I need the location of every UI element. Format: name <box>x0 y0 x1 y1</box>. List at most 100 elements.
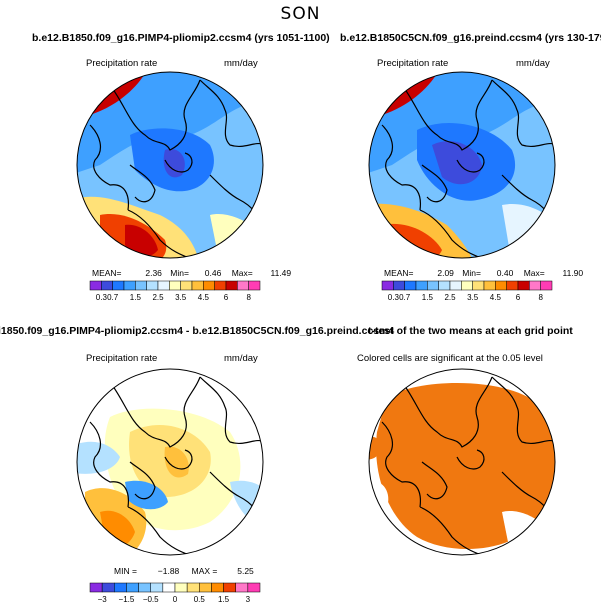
coastline-4 <box>127 506 196 555</box>
mean-value: 2.36 <box>145 268 162 278</box>
colorbar-tick-label: −1.5 <box>119 595 135 604</box>
colorbar-cell <box>123 280 136 291</box>
colorbar-tick-label: 8 <box>246 293 251 302</box>
min-value: 0.46 <box>204 268 222 278</box>
colorbar-cell <box>101 280 113 291</box>
mean-value: 2.09 <box>437 268 454 278</box>
colorbar-tick-label: 2.5 <box>152 293 164 302</box>
coastline-1 <box>109 376 201 448</box>
colorbar-cell <box>211 582 224 593</box>
significant-region-west <box>369 436 381 460</box>
field-region-greenland-dry <box>125 480 168 510</box>
colorbar-cell <box>174 582 188 593</box>
panel-3-variable: Precipitation rate <box>86 353 158 364</box>
colorbar-tick-label: 0.7 <box>107 293 119 302</box>
colorbar-cell <box>203 280 215 291</box>
colorbar-cell <box>150 582 164 593</box>
colorbar-cell <box>247 582 261 593</box>
colorbar-cell <box>169 280 181 291</box>
panel-3-title: i1850.f09_g16.PIMP4-pliomip2.ccsm4 - b.e… <box>0 325 395 337</box>
colorbar-tick-label: 3 <box>246 595 251 604</box>
colorbar-tick-label: −3 <box>98 595 108 604</box>
max-value: 11.49 <box>270 268 292 278</box>
max-value: 11.90 <box>562 268 584 278</box>
colorbar-cell <box>540 280 553 291</box>
panel-1-title: b.e12.B1850.f09_g16.PIMP4-pliomip2.ccsm4… <box>32 32 330 44</box>
colorbar-cell <box>415 280 428 291</box>
colorbar-tick-label: 4.5 <box>490 293 502 302</box>
coastline-7 <box>421 164 448 203</box>
colorbar-cell <box>157 280 170 291</box>
colorbar-tick-label: 1.5 <box>422 293 434 302</box>
field-region-europe <box>502 204 555 258</box>
coastline-1 <box>401 376 493 448</box>
colorbar-cell <box>223 582 236 593</box>
colorbar-cell <box>135 280 147 291</box>
colorbar-cell <box>529 280 541 291</box>
panel-3-units: mm/day <box>224 353 258 364</box>
coastline-2 <box>491 376 555 445</box>
colorbar-cell <box>449 280 462 291</box>
colorbar-cell <box>199 582 212 593</box>
map-boundary <box>76 71 264 259</box>
map-panel-2 <box>368 71 556 259</box>
coastline-5 <box>164 152 193 173</box>
mean-label: MEAN= <box>92 268 122 278</box>
colorbar-tick-label: 2.5 <box>444 293 456 302</box>
min-label: Min= <box>462 268 481 278</box>
field-layer <box>369 369 555 555</box>
colorbar-cell <box>393 280 405 291</box>
panel-1-stats: MEAN= 2.36 Min= 0.46 Max= 11.49 <box>92 268 291 278</box>
panel-1-units: mm/day <box>224 58 258 69</box>
field-region-atlantic-core <box>125 224 158 257</box>
colorbar-cell <box>126 582 139 593</box>
field-region-arctic-core <box>432 141 482 185</box>
colorbar-cell <box>89 280 102 291</box>
colorbar-cell <box>235 582 249 593</box>
field-region-arctic-core <box>163 149 185 178</box>
coastline-5 <box>456 449 485 470</box>
coastline-3 <box>89 124 130 211</box>
coastline-1 <box>401 79 493 151</box>
coastline-4 <box>419 506 488 555</box>
colorbar-cell <box>101 582 115 593</box>
coastline-3 <box>89 421 130 508</box>
coastline-4 <box>419 209 488 258</box>
colorbar-tick-label: 6 <box>224 293 229 302</box>
panel-4-title: t-test of the two means at each grid poi… <box>368 325 573 337</box>
map-boundary <box>368 71 556 259</box>
colorbar-cell <box>404 280 417 291</box>
colorbar-cell <box>191 280 204 291</box>
map-panel-3 <box>76 368 264 556</box>
min-value: −1.88 <box>157 566 180 576</box>
insignificant-region-south-east <box>502 511 555 555</box>
panel-2-stats: MEAN= 2.09 Min= 0.40 Max= 11.90 <box>384 268 583 278</box>
coastline-3 <box>381 124 422 211</box>
coastline-7 <box>129 461 156 500</box>
colorbar-tick-label: 1.5 <box>130 293 142 302</box>
colorbar-cell <box>186 582 200 593</box>
coastline-4 <box>127 209 196 258</box>
field-region-europe <box>210 214 263 258</box>
coastline-2 <box>491 79 555 148</box>
colorbar-tick-label: 4.5 <box>198 293 210 302</box>
panel-1-variable: Precipitation rate <box>86 58 158 69</box>
colorbar-cell <box>237 280 249 291</box>
colorbar-cell <box>381 280 394 291</box>
field-layer <box>77 369 263 555</box>
colorbar-tick-label: 3.5 <box>467 293 479 302</box>
coastline-2 <box>199 376 263 445</box>
map-boundary <box>368 368 556 556</box>
colorbar-panel-2: 0.3 0.7 1.5 2.5 3.5 4.5 6 8 <box>381 280 553 302</box>
colorbar-cell <box>461 280 473 291</box>
colorbar-tick-label: 0 <box>173 595 178 604</box>
map-panel-1 <box>76 71 264 259</box>
colorbar-cell <box>438 280 451 291</box>
max-label: Max= <box>523 268 545 278</box>
coastline-7 <box>129 164 156 203</box>
colorbar-cell <box>89 582 103 593</box>
max-label: MAX = <box>191 566 218 576</box>
min-value: 0.40 <box>496 268 514 278</box>
min-label: Min= <box>170 268 189 278</box>
colorbar-cell <box>427 280 439 291</box>
